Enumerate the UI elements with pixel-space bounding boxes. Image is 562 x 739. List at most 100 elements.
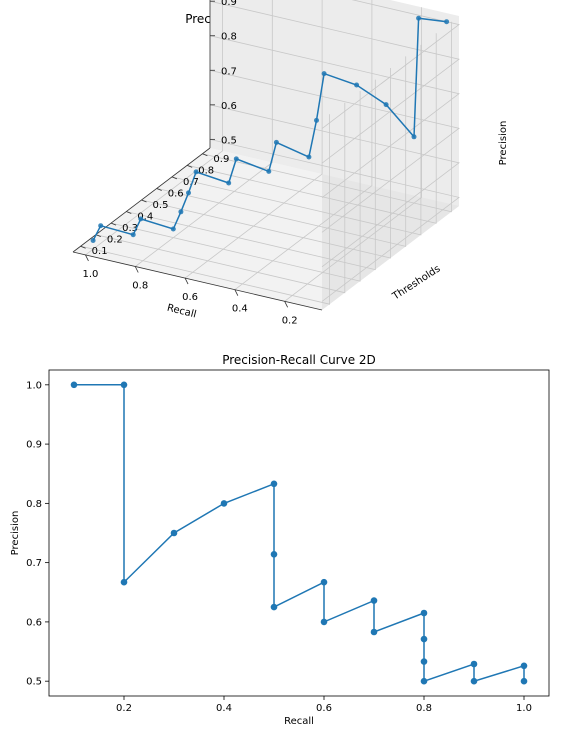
data-point [130,232,136,238]
y-tick [156,188,162,191]
data-point [383,102,389,108]
grid-line [209,69,460,233]
x-tick-label: 0.8 [132,281,148,292]
data-point [98,223,104,229]
grid-line [95,102,346,294]
x-axis-line [72,251,323,311]
grid-line [80,114,331,305]
chart-2d: Precision-Recall Curve 2D 0.2 0.4 0.6 0.8 1.… [10,353,550,727]
x-tick-label: 0.2 [282,315,298,326]
grid-line [156,56,407,247]
data-point [321,71,327,77]
y-tick-label: 0.2 [107,235,123,246]
z-tick-label: 0.9 [221,0,237,8]
x-tick [134,266,139,273]
x-tick-label: 0.6 [182,292,198,303]
y-tick [141,199,147,203]
data-point [178,209,184,215]
data-point [270,551,278,558]
x-tick-label: 0.4 [216,703,232,714]
data-point [233,156,239,162]
y-tick [110,222,117,226]
data-point [354,82,360,88]
data-point [120,578,128,586]
data-point [370,628,378,636]
y-tick-label: 0.6 [26,617,42,628]
x-tick [85,254,89,262]
data-point [170,226,176,232]
data-point [420,635,428,643]
y-tick-label: 0.8 [26,499,42,510]
chart-3d-grid [80,0,460,305]
data-point [370,597,378,604]
z-tick-label: 0.8 [221,32,237,43]
data-point [193,169,199,175]
data-point [120,381,128,389]
chart-2d-title: Precision-Recall Curve 2D [222,353,376,367]
chart-3d-tick-labels: 0.20.40.60.81.00.10.20.30.40.50.60.70.80… [82,0,297,326]
y-tick-label: 0.9 [213,154,229,165]
grid-line [135,0,273,267]
grid-line [171,44,422,236]
data-point [186,190,191,196]
grid-line [85,0,223,256]
chart-2d-xlabel: Recall [284,716,314,727]
chart-2d-ticks: 0.2 0.4 0.6 0.8 1.0 0.5 0.6 0.7 0.8 0.9 1.0 [26,380,532,714]
grid-line [187,33,437,224]
data-point [226,180,232,186]
grid-line [209,35,460,199]
z-tick-label: 0.7 [221,66,237,77]
y-tick-label: 0.8 [198,165,214,176]
x-tick-label: 1.0 [516,703,532,714]
data-point [444,19,450,25]
data-point [70,381,78,389]
chart-3d-panes [73,0,459,310]
data-point [220,500,228,507]
data-point [270,603,278,611]
data-point [420,609,428,617]
grid-line [111,91,361,282]
y-tick-label: 0.6 [168,188,184,199]
x-tick-label: 0.8 [416,703,432,714]
x-tick-label: 1.0 [82,269,98,280]
series-line [92,17,447,241]
chart-2d-ylabel: Precision [10,511,21,556]
y-tick-label: 0.4 [137,212,153,223]
data-point [470,677,478,685]
chart-3d-ylabel: Thresholds [390,263,443,302]
x-tick [234,289,239,296]
x-tick-label: 0.6 [316,703,332,714]
data-point [320,618,328,626]
grid-line [202,21,452,213]
y-tick [202,153,208,157]
y-tick-label: 0.5 [153,200,169,211]
grid-line [234,0,373,291]
z-tick-label: 0.5 [221,135,237,146]
chart-3d-xlabel: Recall [166,303,198,321]
grid-line [284,7,423,302]
grid-line [321,0,460,129]
y-tick-label: 0.5 [26,677,42,688]
chart-2d-series [70,381,528,685]
x-tick [284,301,289,308]
data-point [170,529,178,537]
data-point [416,15,422,21]
grid-line [209,0,460,164]
data-point [306,154,312,160]
grid-line [209,139,460,302]
series-line [74,384,525,683]
chart-3d-series [90,15,450,243]
data-point [320,578,328,586]
grid-line [141,68,391,259]
grid-line [184,0,323,279]
data-point [520,677,528,685]
y-tick [126,211,132,214]
z-tick-label: 0.6 [221,101,237,112]
y-tick-label: 0.7 [183,177,199,188]
data-point [314,117,319,123]
x-tick-label: 0.2 [116,703,132,714]
grid-line [209,104,460,268]
chart-3d: Precision-Recall Curve 3D 0.20.40.60.81.… [72,0,509,326]
x-tick [184,277,189,285]
data-point [90,238,96,243]
